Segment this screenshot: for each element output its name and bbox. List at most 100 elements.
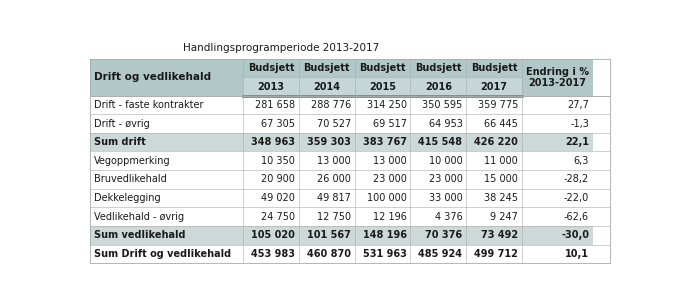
Text: 49 020: 49 020 (262, 193, 295, 203)
Bar (466, 96, 522, 114)
Text: 12 750: 12 750 (317, 212, 351, 222)
Text: 499 712: 499 712 (474, 249, 518, 259)
Bar (299, 170, 354, 189)
Text: 2017: 2017 (481, 81, 507, 91)
Bar (299, 207, 354, 226)
Bar (466, 133, 522, 151)
Text: Budsjett: Budsjett (248, 63, 294, 73)
Text: 288 776: 288 776 (311, 100, 351, 110)
Bar (522, 151, 593, 170)
Bar (89, 207, 243, 226)
Text: 348 963: 348 963 (251, 137, 295, 147)
Text: 10,1: 10,1 (565, 249, 589, 259)
Text: 281 658: 281 658 (255, 100, 295, 110)
Bar (243, 133, 299, 151)
Bar (410, 226, 466, 245)
Text: 148 196: 148 196 (363, 230, 407, 240)
Bar (466, 189, 522, 207)
Bar (522, 245, 593, 263)
Bar (243, 59, 299, 77)
Text: 383 767: 383 767 (363, 137, 407, 147)
Text: 70 527: 70 527 (317, 119, 351, 129)
Bar (466, 151, 522, 170)
Text: -30,0: -30,0 (561, 230, 589, 240)
Bar (410, 77, 466, 96)
Text: 460 870: 460 870 (307, 249, 351, 259)
Text: -1,3: -1,3 (570, 119, 589, 129)
Bar (243, 77, 299, 96)
Text: 426 220: 426 220 (474, 137, 518, 147)
Text: -62,6: -62,6 (564, 212, 589, 222)
Text: 70 376: 70 376 (426, 230, 462, 240)
Text: Sum drift: Sum drift (94, 137, 145, 147)
Text: 531 963: 531 963 (363, 249, 407, 259)
Bar (354, 189, 410, 207)
Text: Sum Drift og vedlikehald: Sum Drift og vedlikehald (94, 249, 231, 259)
Bar (354, 133, 410, 151)
Bar (522, 114, 593, 133)
Bar (466, 114, 522, 133)
Bar (243, 245, 299, 263)
Bar (522, 133, 593, 151)
Bar (410, 170, 466, 189)
Text: Budsjett: Budsjett (359, 63, 406, 73)
Text: -22,0: -22,0 (563, 193, 589, 203)
Text: 9 247: 9 247 (490, 212, 518, 222)
Text: 22,1: 22,1 (565, 137, 589, 147)
Text: 12 196: 12 196 (373, 212, 407, 222)
Bar (299, 133, 354, 151)
Bar (243, 96, 299, 114)
Text: Dekkelegging: Dekkelegging (94, 193, 161, 203)
Bar (410, 207, 466, 226)
Bar (299, 96, 354, 114)
Text: 11 000: 11 000 (484, 156, 518, 166)
Bar (522, 59, 593, 96)
Text: 453 983: 453 983 (251, 249, 295, 259)
Bar (354, 207, 410, 226)
Bar (466, 59, 522, 77)
Bar (410, 133, 466, 151)
Text: Drift - øvrig: Drift - øvrig (94, 119, 150, 129)
Bar (89, 170, 243, 189)
Bar (299, 189, 354, 207)
Text: 10 350: 10 350 (262, 156, 295, 166)
Text: -28,2: -28,2 (563, 174, 589, 184)
Text: 66 445: 66 445 (484, 119, 518, 129)
Bar (299, 77, 354, 96)
Text: 13 000: 13 000 (318, 156, 351, 166)
Text: 2016: 2016 (425, 81, 452, 91)
Bar (466, 245, 522, 263)
Text: 73 492: 73 492 (481, 230, 518, 240)
Text: Budsjett: Budsjett (415, 63, 462, 73)
Bar (410, 189, 466, 207)
Bar (89, 226, 243, 245)
Text: 38 245: 38 245 (484, 193, 518, 203)
Bar (354, 114, 410, 133)
Text: 485 924: 485 924 (419, 249, 462, 259)
Text: 20 900: 20 900 (262, 174, 295, 184)
Bar (243, 207, 299, 226)
Bar (466, 226, 522, 245)
Text: 33 000: 33 000 (429, 193, 462, 203)
Bar (89, 59, 243, 96)
Bar (354, 151, 410, 170)
Text: 2015: 2015 (369, 81, 396, 91)
Bar (243, 170, 299, 189)
Text: 27,7: 27,7 (567, 100, 589, 110)
Text: Budsjett: Budsjett (304, 63, 350, 73)
Bar (89, 114, 243, 133)
Bar (243, 114, 299, 133)
Text: 64 953: 64 953 (429, 119, 462, 129)
Text: 359 303: 359 303 (307, 137, 351, 147)
Text: Budsjett: Budsjett (471, 63, 517, 73)
Bar (299, 114, 354, 133)
Bar (354, 226, 410, 245)
Text: 6,3: 6,3 (574, 156, 589, 166)
Bar (522, 170, 593, 189)
Bar (466, 207, 522, 226)
Bar (299, 245, 354, 263)
Text: 67 305: 67 305 (262, 119, 295, 129)
Bar (354, 96, 410, 114)
Text: 350 595: 350 595 (422, 100, 462, 110)
Text: Vegoppmerking: Vegoppmerking (94, 156, 171, 166)
